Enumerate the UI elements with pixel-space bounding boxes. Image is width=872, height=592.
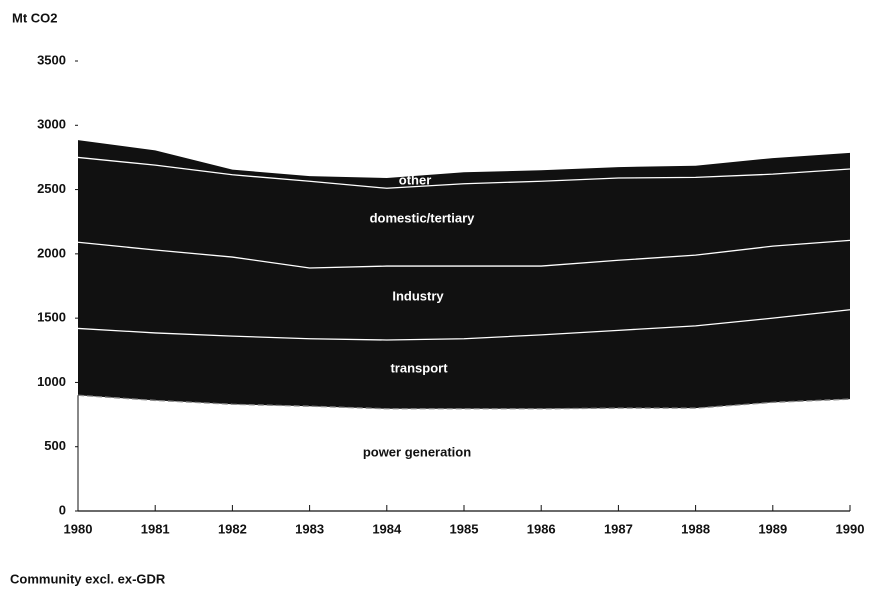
x-tick-label: 1982 bbox=[218, 521, 247, 536]
y-tick-label: 3000 bbox=[37, 117, 66, 132]
y-tick-label: 3500 bbox=[37, 52, 66, 67]
area bbox=[78, 395, 850, 511]
y-axis-label: Mt CO2 bbox=[12, 10, 58, 25]
area-label: other bbox=[399, 172, 432, 187]
boundary-line bbox=[77, 309, 851, 341]
y-tick-label: 500 bbox=[44, 438, 66, 453]
x-tick-label: 1981 bbox=[141, 521, 170, 536]
area-label: power generation bbox=[363, 444, 471, 459]
x-tick-label: 1984 bbox=[372, 521, 402, 536]
area bbox=[78, 309, 850, 409]
area bbox=[78, 157, 850, 268]
y-tick-label: 0 bbox=[59, 502, 66, 517]
x-tick-label: 1985 bbox=[450, 521, 479, 536]
boundary-line bbox=[77, 239, 851, 269]
area-label: transport bbox=[390, 360, 448, 375]
x-tick-label: 1986 bbox=[527, 521, 556, 536]
y-tick-label: 1500 bbox=[37, 310, 66, 325]
x-tick-label: 1980 bbox=[64, 521, 93, 536]
x-tick-label: 1990 bbox=[836, 521, 865, 536]
area bbox=[78, 240, 850, 340]
area bbox=[78, 140, 850, 189]
x-tick-label: 1989 bbox=[758, 521, 787, 536]
boundary-line bbox=[77, 394, 851, 410]
y-tick-label: 2500 bbox=[37, 181, 66, 196]
x-tick-label: 1987 bbox=[604, 521, 633, 536]
y-tick-label: 2000 bbox=[37, 245, 66, 260]
y-tick-label: 1000 bbox=[37, 374, 66, 389]
x-tick-label: 1983 bbox=[295, 521, 324, 536]
x-tick-label: 1988 bbox=[681, 521, 710, 536]
area-label: Industry bbox=[392, 288, 444, 303]
area-label: domestic/tertiary bbox=[370, 210, 476, 225]
boundary-line bbox=[77, 156, 851, 189]
chart-note: Community excl. ex-GDR bbox=[10, 571, 166, 586]
